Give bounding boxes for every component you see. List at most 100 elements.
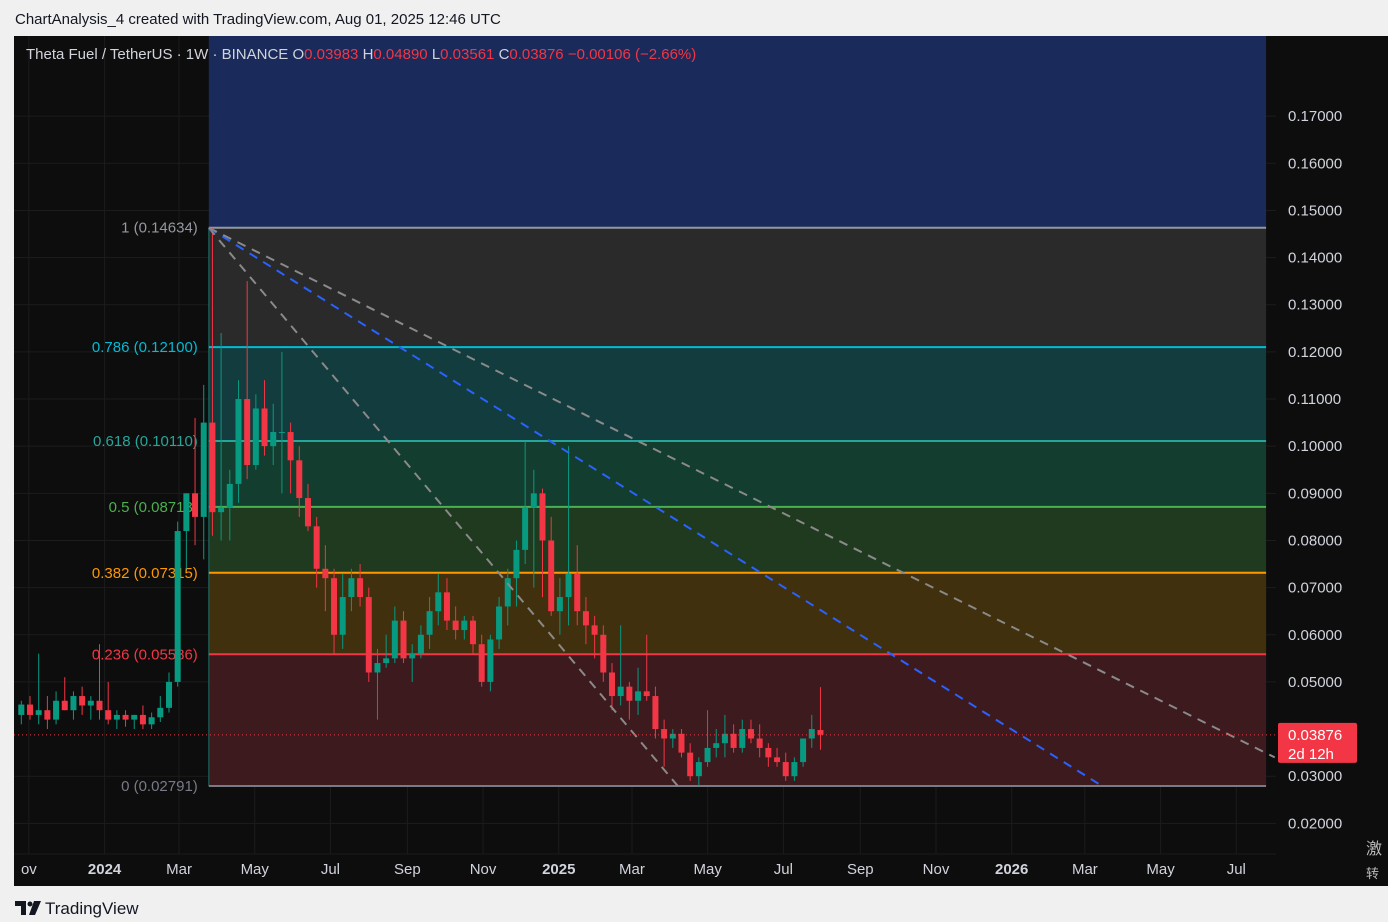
candle-body (426, 611, 433, 635)
chart-area[interactable]: 1 (0.14634) 0.786 (0.12100) 0.618 (0.10110… (14, 36, 1388, 886)
candle-body (487, 639, 494, 682)
candle-body (791, 762, 798, 777)
candle-body (721, 733, 728, 744)
fib-level-label: 0.236 (0.05586) (92, 646, 198, 663)
time-tick-label: May (241, 861, 270, 878)
candle-body (522, 507, 529, 550)
candle-body (18, 704, 25, 715)
candle-body (27, 704, 34, 715)
legend-open-label: O (292, 46, 305, 63)
candle-body (296, 460, 303, 499)
price-tick-label: 0.15000 (1288, 202, 1342, 219)
candle-body (70, 696, 77, 711)
time-tick-label: Mar (166, 861, 192, 878)
price-tick-label: 0.07000 (1288, 580, 1342, 597)
price-tick-label: 0.13000 (1288, 297, 1342, 314)
chart-header-title: ChartAnalysis_4 created with TradingView… (15, 11, 501, 28)
candle-body (61, 700, 68, 711)
candle-body (591, 625, 598, 635)
candlestick-chart[interactable]: 1 (0.14634) 0.786 (0.12100) 0.618 (0.10110… (14, 36, 1388, 886)
time-tick-label: 2024 (88, 861, 122, 878)
candle-body (556, 597, 563, 612)
candle-body (131, 714, 138, 720)
candle-body (582, 611, 589, 626)
trend-line (208, 226, 1276, 759)
price-tick-label: 0.08000 (1288, 532, 1342, 549)
candle-body (348, 578, 355, 598)
candle-body (183, 493, 190, 532)
candle-body (96, 700, 103, 711)
fib-level-label: 1 (0.14634) (121, 220, 198, 237)
candle-body (504, 578, 511, 607)
fib-zone (208, 654, 1267, 787)
candle-body (244, 399, 251, 466)
candle-body (713, 743, 720, 748)
fib-zone (208, 572, 1267, 655)
candle-body (331, 578, 338, 635)
candle-body (565, 573, 572, 598)
candle-body (669, 733, 676, 739)
candle-body (270, 432, 277, 447)
footer (0, 886, 1388, 922)
candle-body (808, 729, 815, 739)
tradingview-logo-icon[interactable] (15, 901, 41, 915)
fib-level-label: 0.786 (0.12100) (92, 339, 198, 356)
fib-level-label: 0.5 (0.08713) (109, 499, 198, 516)
candle-body (452, 620, 459, 631)
candle-body (608, 672, 615, 697)
time-tick-label: Jul (1227, 861, 1246, 878)
legend-low-value: 0.03561 (440, 46, 495, 63)
overlay-glyph-2: 转 (1366, 866, 1380, 881)
candle-body (661, 729, 668, 739)
time-tick-label: May (1146, 861, 1175, 878)
candle-body (261, 408, 268, 447)
candle-body (765, 747, 772, 758)
candle-body (739, 729, 746, 748)
candle-body (496, 606, 503, 640)
candle-body (374, 663, 381, 673)
candle-body (44, 710, 51, 720)
price-tick-label: 0.14000 (1288, 250, 1342, 267)
candle-body (252, 408, 259, 466)
candle-body (235, 399, 242, 484)
candle-body (687, 752, 694, 777)
time-tick-label: Nov (923, 861, 950, 878)
fib-level-label: 0.618 (0.10110) (93, 433, 198, 450)
price-tick-label: 0.17000 (1288, 108, 1342, 125)
footer-brand[interactable]: TradingView (45, 899, 139, 918)
legend-high-value: 0.04890 (373, 46, 428, 63)
time-tick-label: Jul (774, 861, 793, 878)
candle-body (774, 757, 781, 763)
candle-body (730, 733, 737, 748)
candle-body (304, 498, 311, 527)
last-price-countdown: 2d 12h (1288, 746, 1334, 763)
candle-body (652, 696, 659, 730)
last-price-label: 0.03876 (1288, 727, 1342, 744)
candle-body (157, 707, 164, 718)
candle-body (635, 691, 642, 701)
price-tick-label: 0.02000 (1288, 815, 1342, 832)
candle-body (391, 620, 398, 659)
fib-level-label: 0 (0.02791) (121, 778, 198, 795)
candle-body (278, 432, 285, 434)
candle-body (678, 733, 685, 753)
candle-body (192, 493, 199, 517)
last-price-badge (1278, 722, 1357, 763)
price-tick-label: 0.11000 (1288, 391, 1341, 408)
candle-body (513, 549, 520, 579)
candle-body (226, 483, 233, 508)
candle-body (435, 592, 442, 612)
time-tick-label: Mar (619, 861, 645, 878)
candle-body (643, 691, 650, 697)
candle-body (443, 592, 450, 621)
candle-body (200, 422, 207, 517)
fib-zone (208, 227, 1267, 348)
chart-header: ChartAnalysis_4 created with TradingView… (0, 0, 1388, 36)
candle-body (122, 714, 129, 720)
candle-body (35, 710, 42, 715)
candle-body (139, 714, 146, 725)
candle-body (530, 493, 537, 508)
time-tick-label: ov (21, 861, 37, 878)
candle-body (322, 568, 329, 579)
time-tick-label: Jul (321, 861, 340, 878)
